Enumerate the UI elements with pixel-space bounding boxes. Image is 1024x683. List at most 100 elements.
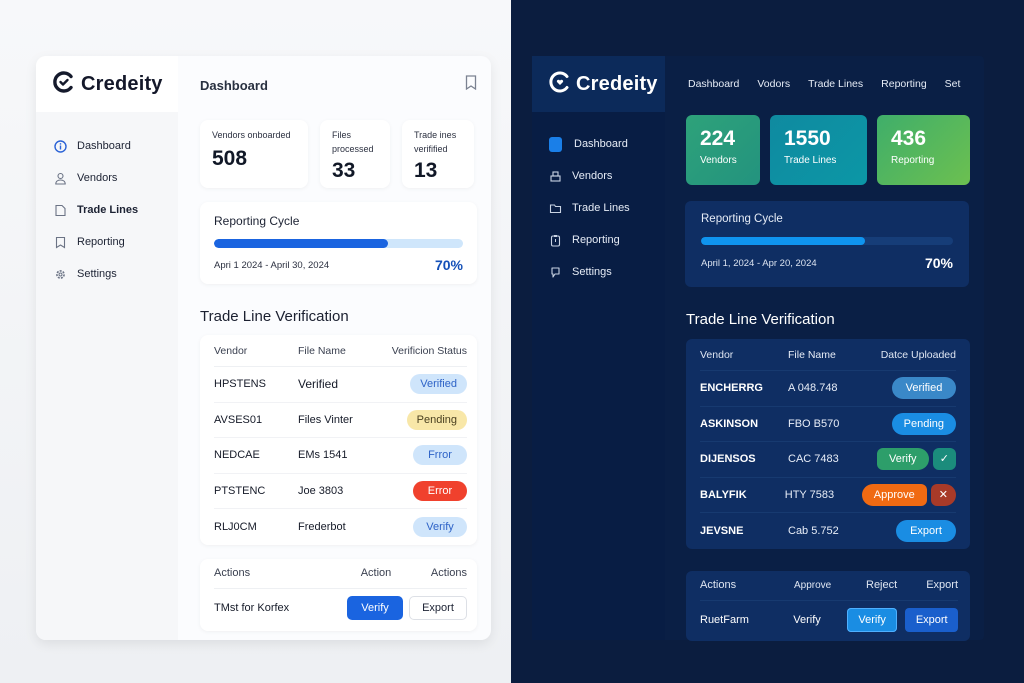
- table-row[interactable]: JEVSNE Cab 5.752 Export: [700, 513, 956, 549]
- pending-badge[interactable]: Pending: [891, 412, 956, 435]
- sidebar-item-vendors[interactable]: Vendors: [532, 160, 665, 192]
- vendor-cell: PTSTENC: [214, 484, 266, 497]
- top-nav-tabs: Dashboard Vodors Trade Lines Reporting S…: [686, 56, 972, 112]
- tile-label: Vendors: [700, 155, 737, 166]
- brand-name: Credeity: [81, 72, 163, 95]
- export-button[interactable]: Export: [896, 519, 956, 542]
- table-row[interactable]: BALYFIK HTY 7583 Approve ✕: [700, 478, 956, 513]
- sidebar-item-settings[interactable]: Settings: [532, 256, 665, 288]
- vendor-cell: DIJENSOS: [700, 453, 756, 466]
- status-badge[interactable]: Error: [413, 480, 467, 501]
- sidebar-item-label: Trade Lines: [572, 202, 630, 214]
- status-badge[interactable]: Frror: [413, 445, 467, 466]
- table-row[interactable]: HPSTENS Verified Verified: [214, 367, 467, 403]
- check-icon[interactable]: ✓: [932, 448, 956, 471]
- column-header[interactable]: Vendor: [214, 344, 248, 357]
- verified-badge[interactable]: Verified: [892, 377, 956, 400]
- file-cell: Verified: [298, 377, 339, 392]
- verify-button[interactable]: Verify: [876, 448, 929, 471]
- stat-value: 13: [414, 159, 438, 182]
- file-cell: A 048.748: [788, 382, 838, 395]
- file-cell: HTY 7583: [784, 488, 835, 501]
- table-row[interactable]: DIJENSOS CAC 7483 Verify ✓: [700, 442, 956, 478]
- folder-icon: [549, 202, 562, 215]
- reporting-cycle-dates: Apri 1 2024 - April 30, 2024: [214, 259, 330, 271]
- tile-vendors[interactable]: 224 Vendors: [686, 115, 760, 185]
- sidebar-item-trade-lines[interactable]: Trade Lines: [36, 194, 178, 226]
- brand[interactable]: Credeity: [36, 56, 178, 112]
- table-row[interactable]: ASKINSON FBO B570 Pending: [700, 407, 956, 442]
- tile-value: 1550: [784, 127, 831, 150]
- actions-panel: Actions Approve Reject Export RuetFarm V…: [686, 570, 970, 641]
- stats-row: Vendors onboarded 508 Files processed 33…: [200, 120, 477, 188]
- file-cell: Cab 5.752: [788, 524, 839, 537]
- brand-name: Credeity: [576, 72, 658, 95]
- column-header[interactable]: File Name: [298, 344, 346, 357]
- file-cell: Frederbot: [298, 520, 346, 533]
- brand[interactable]: Credeity: [532, 56, 665, 112]
- vendor-cell: ASKINSON: [700, 417, 759, 430]
- verify-button[interactable]: Verify: [846, 607, 898, 632]
- stat-label: Trade ines verifified: [414, 130, 457, 154]
- tile-label: Reporting: [891, 155, 935, 166]
- reporting-cycle-percent: 70%: [924, 255, 953, 271]
- light-sidebar: Credeity Dashboard Vendors Trade Lines R…: [36, 56, 178, 640]
- column-header[interactable]: Datce Uploaded: [880, 348, 956, 361]
- table-row[interactable]: ENCHERRG A 048.748 Verified: [700, 371, 956, 407]
- sidebar-item-settings[interactable]: Settings: [36, 258, 178, 290]
- table-row[interactable]: AVSES01 Files Vinter Pending: [214, 403, 467, 438]
- sidebar-item-trade-lines[interactable]: Trade Lines: [532, 192, 665, 224]
- stat-label: Vendors onboarded: [212, 130, 291, 140]
- column-header: Action: [360, 567, 392, 579]
- column-header[interactable]: Verificion Status: [391, 344, 467, 357]
- sidebar-item-reporting[interactable]: Reporting: [532, 224, 665, 256]
- light-sidebar-nav: Dashboard Vendors Trade Lines Reporting …: [36, 130, 178, 290]
- status-badge[interactable]: Verify: [413, 516, 467, 537]
- approve-button[interactable]: Approve: [861, 483, 927, 506]
- tab-reporting[interactable]: Reporting: [881, 78, 927, 90]
- table-row[interactable]: RLJ0CM Frederbot Verify: [214, 509, 467, 545]
- sidebar-item-dashboard[interactable]: Dashboard: [532, 128, 665, 160]
- bookmark-icon[interactable]: [465, 75, 477, 95]
- column-header: Actions: [700, 579, 737, 591]
- close-icon[interactable]: ✕: [930, 483, 956, 506]
- file-cell: EMs 1541: [298, 449, 348, 462]
- printer-icon: [549, 170, 562, 183]
- tab-settings[interactable]: Set: [944, 78, 961, 90]
- chat-icon: [549, 266, 562, 279]
- export-button[interactable]: Export: [905, 607, 958, 632]
- light-header: Dashboard: [200, 56, 477, 114]
- sidebar-item-label: Trade Lines: [77, 204, 139, 216]
- tile-trade-lines[interactable]: 1550 Trade Lines: [770, 115, 867, 185]
- sidebar-item-reporting[interactable]: Reporting: [36, 226, 178, 258]
- light-main: Dashboard Vendors onboarded 508 Files pr…: [178, 56, 491, 640]
- file-cell: Files Vinter: [298, 413, 353, 426]
- table-header: Vendor File Name Verificion Status: [214, 335, 467, 367]
- vendor-cell: BALYFIK: [700, 488, 747, 501]
- status-badge[interactable]: Pending: [406, 409, 467, 430]
- section-title: Trade Line Verification: [686, 311, 835, 328]
- clipboard-icon: [549, 234, 562, 247]
- table-row[interactable]: PTSTENC Joe 3803 Error: [214, 474, 467, 509]
- tab-vendors[interactable]: Vodors: [757, 78, 791, 90]
- sidebar-item-vendors[interactable]: Vendors: [36, 162, 178, 194]
- stat-label: Files processed: [332, 130, 374, 154]
- stat-card-vendors-onboarded: Vendors onboarded 508: [200, 120, 308, 188]
- column-header[interactable]: File Name: [788, 348, 836, 361]
- file-cell: Joe 3803: [298, 484, 344, 497]
- tab-dashboard[interactable]: Dashboard: [688, 78, 740, 90]
- verify-button[interactable]: Verify: [347, 595, 403, 620]
- table-row[interactable]: NEDCAE EMs 1541 Frror: [214, 438, 467, 474]
- actions-row: RuetFarm Verify Verify Export: [700, 601, 958, 639]
- status-badge[interactable]: Verified: [410, 374, 467, 395]
- actions-header: Actions Action Actions: [214, 559, 467, 589]
- sidebar-item-dashboard[interactable]: Dashboard: [36, 130, 178, 162]
- tab-trade-lines[interactable]: Trade Lines: [808, 78, 864, 90]
- stat-card-trade-lines-verified: Trade ines verifified 13: [402, 120, 474, 188]
- tile-reporting[interactable]: 436 Reporting: [877, 115, 970, 185]
- check-c-logo-icon: [53, 70, 75, 98]
- reporting-cycle-percent: 70%: [434, 257, 463, 273]
- export-button[interactable]: Export: [409, 595, 467, 620]
- dark-sidebar: Credeity Dashboard Vendors Trade Lines R…: [532, 56, 665, 640]
- column-header[interactable]: Vendor: [700, 348, 734, 361]
